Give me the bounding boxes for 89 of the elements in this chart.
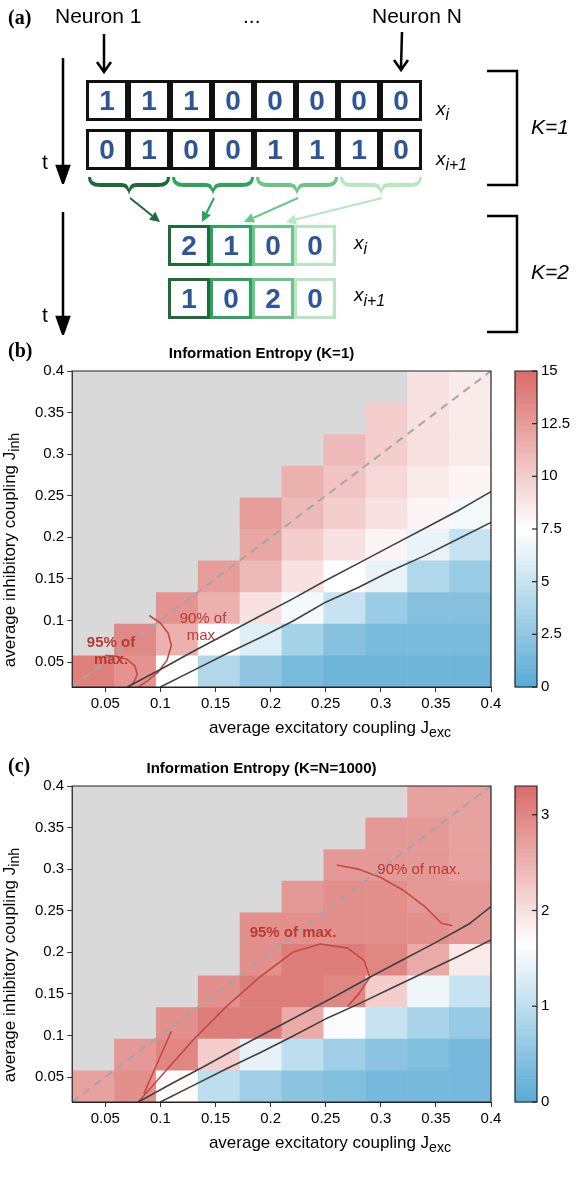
x-tick-label: 0.3 xyxy=(370,1109,392,1127)
text: 1 xyxy=(296,129,338,170)
x-tick-label: 0.25 xyxy=(311,694,341,712)
color-bar-label: 2 xyxy=(541,900,550,918)
text: 1 xyxy=(168,278,210,319)
annotation: 90% of max. xyxy=(179,609,227,643)
text: 1 xyxy=(128,129,170,170)
x-tick-label: 0.35 xyxy=(421,1109,451,1127)
text: 0 xyxy=(210,278,252,319)
text: 2 xyxy=(252,278,294,319)
color-bar-label: 5 xyxy=(541,571,550,589)
y-tick-label: 0.2 xyxy=(43,942,65,960)
y-tick-label: 0.1 xyxy=(43,1025,65,1043)
x-tick-label: 0.4 xyxy=(480,1109,502,1127)
x-axis-title: average excitatory coupling J$_{exc}$ xyxy=(207,718,453,741)
text: 1 xyxy=(128,80,170,121)
x-tick-label: 0.1 xyxy=(149,1109,171,1127)
annotation: 95% of max. xyxy=(249,922,337,940)
chart-title: Information Entropy (K=1) xyxy=(168,344,355,362)
y-tick-label: 0.25 xyxy=(34,485,65,503)
y-tick-label: 0.4 xyxy=(43,361,65,379)
x-tick-label: 0.1 xyxy=(149,694,171,712)
text: x$_{i+1}$ xyxy=(354,284,386,310)
text: 1 xyxy=(86,80,128,121)
color-bar-label: 3 xyxy=(541,804,550,822)
annotation: 95% of max. xyxy=(86,633,136,667)
y-tick-label: 0.35 xyxy=(34,817,65,835)
color-bar-label: 10 xyxy=(541,466,558,484)
text: 0 xyxy=(86,129,128,170)
color-bar-label: 0 xyxy=(541,1092,550,1110)
text: K=1 xyxy=(531,115,569,139)
x-tick-label: 0.25 xyxy=(311,1109,341,1127)
y-tick-label: 0.05 xyxy=(34,652,65,670)
text: x$_{i+1}$ xyxy=(436,148,468,174)
color-bar-label: 15 xyxy=(541,361,558,379)
x-tick-label: 0.15 xyxy=(200,694,231,712)
text: 0 xyxy=(252,225,294,266)
y-tick-label: 0.35 xyxy=(34,402,65,420)
text: 0 xyxy=(170,129,212,170)
x-tick-label: 0.05 xyxy=(90,694,120,712)
color-bar-label: 7.5 xyxy=(541,519,562,537)
text: 2 xyxy=(168,225,210,266)
text: 1 xyxy=(338,129,380,170)
text: (b) xyxy=(8,339,33,362)
text: Neuron N xyxy=(372,4,462,28)
x-tick-label: 0.2 xyxy=(260,694,282,712)
text: (c) xyxy=(8,754,31,777)
text: 0 xyxy=(296,80,338,121)
y-tick-label: 0.25 xyxy=(34,900,65,918)
text: 0 xyxy=(338,80,380,121)
y-tick-label: 0.2 xyxy=(43,527,65,545)
annotation: 90% of max. xyxy=(377,859,461,877)
color-bar-label: 0 xyxy=(541,677,550,695)
y-tick-label: 0.15 xyxy=(34,984,65,1002)
text: 1 xyxy=(210,225,252,266)
text: Neuron 1 xyxy=(55,4,142,28)
text: 0 xyxy=(294,225,336,266)
x-tick-label: 0.3 xyxy=(370,694,392,712)
y-tick-label: 0.05 xyxy=(34,1067,65,1085)
text: ... xyxy=(243,4,261,28)
y-tick-label: 0.15 xyxy=(34,569,65,587)
x-tick-label: 0.15 xyxy=(200,1109,231,1127)
text: x$_{i}$ xyxy=(354,232,368,258)
text: K=2 xyxy=(531,260,569,284)
text: 0 xyxy=(380,129,422,170)
text: 0 xyxy=(212,129,254,170)
x-tick-label: 0.2 xyxy=(260,1109,282,1127)
text: 0 xyxy=(254,80,296,121)
color-bar-label: 12.5 xyxy=(541,413,571,431)
color-bar-label: 2.5 xyxy=(541,624,562,642)
y-tick-label: 0.3 xyxy=(43,859,65,877)
x-tick-label: 0.35 xyxy=(421,694,451,712)
text: 0 xyxy=(294,278,336,319)
text: 1 xyxy=(170,80,212,121)
text: 1 xyxy=(254,129,296,170)
y-tick-label: 0.4 xyxy=(43,776,65,794)
text: 0 xyxy=(380,80,422,121)
text: t xyxy=(42,150,48,174)
color-bar-label: 1 xyxy=(541,996,550,1014)
y-tick-label: 0.3 xyxy=(43,444,65,462)
text: x$_{i}$ xyxy=(436,98,450,124)
x-tick-label: 0.4 xyxy=(480,694,502,712)
x-axis-title: average excitatory coupling J$_{exc}$ xyxy=(207,1133,453,1156)
text: (a) xyxy=(8,6,32,29)
text: 0 xyxy=(212,80,254,121)
y-tick-label: 0.1 xyxy=(43,610,65,628)
chart-title: Information Entropy (K=N=1000) xyxy=(146,759,377,777)
text: t xyxy=(42,303,48,327)
x-tick-label: 0.05 xyxy=(90,1109,120,1127)
